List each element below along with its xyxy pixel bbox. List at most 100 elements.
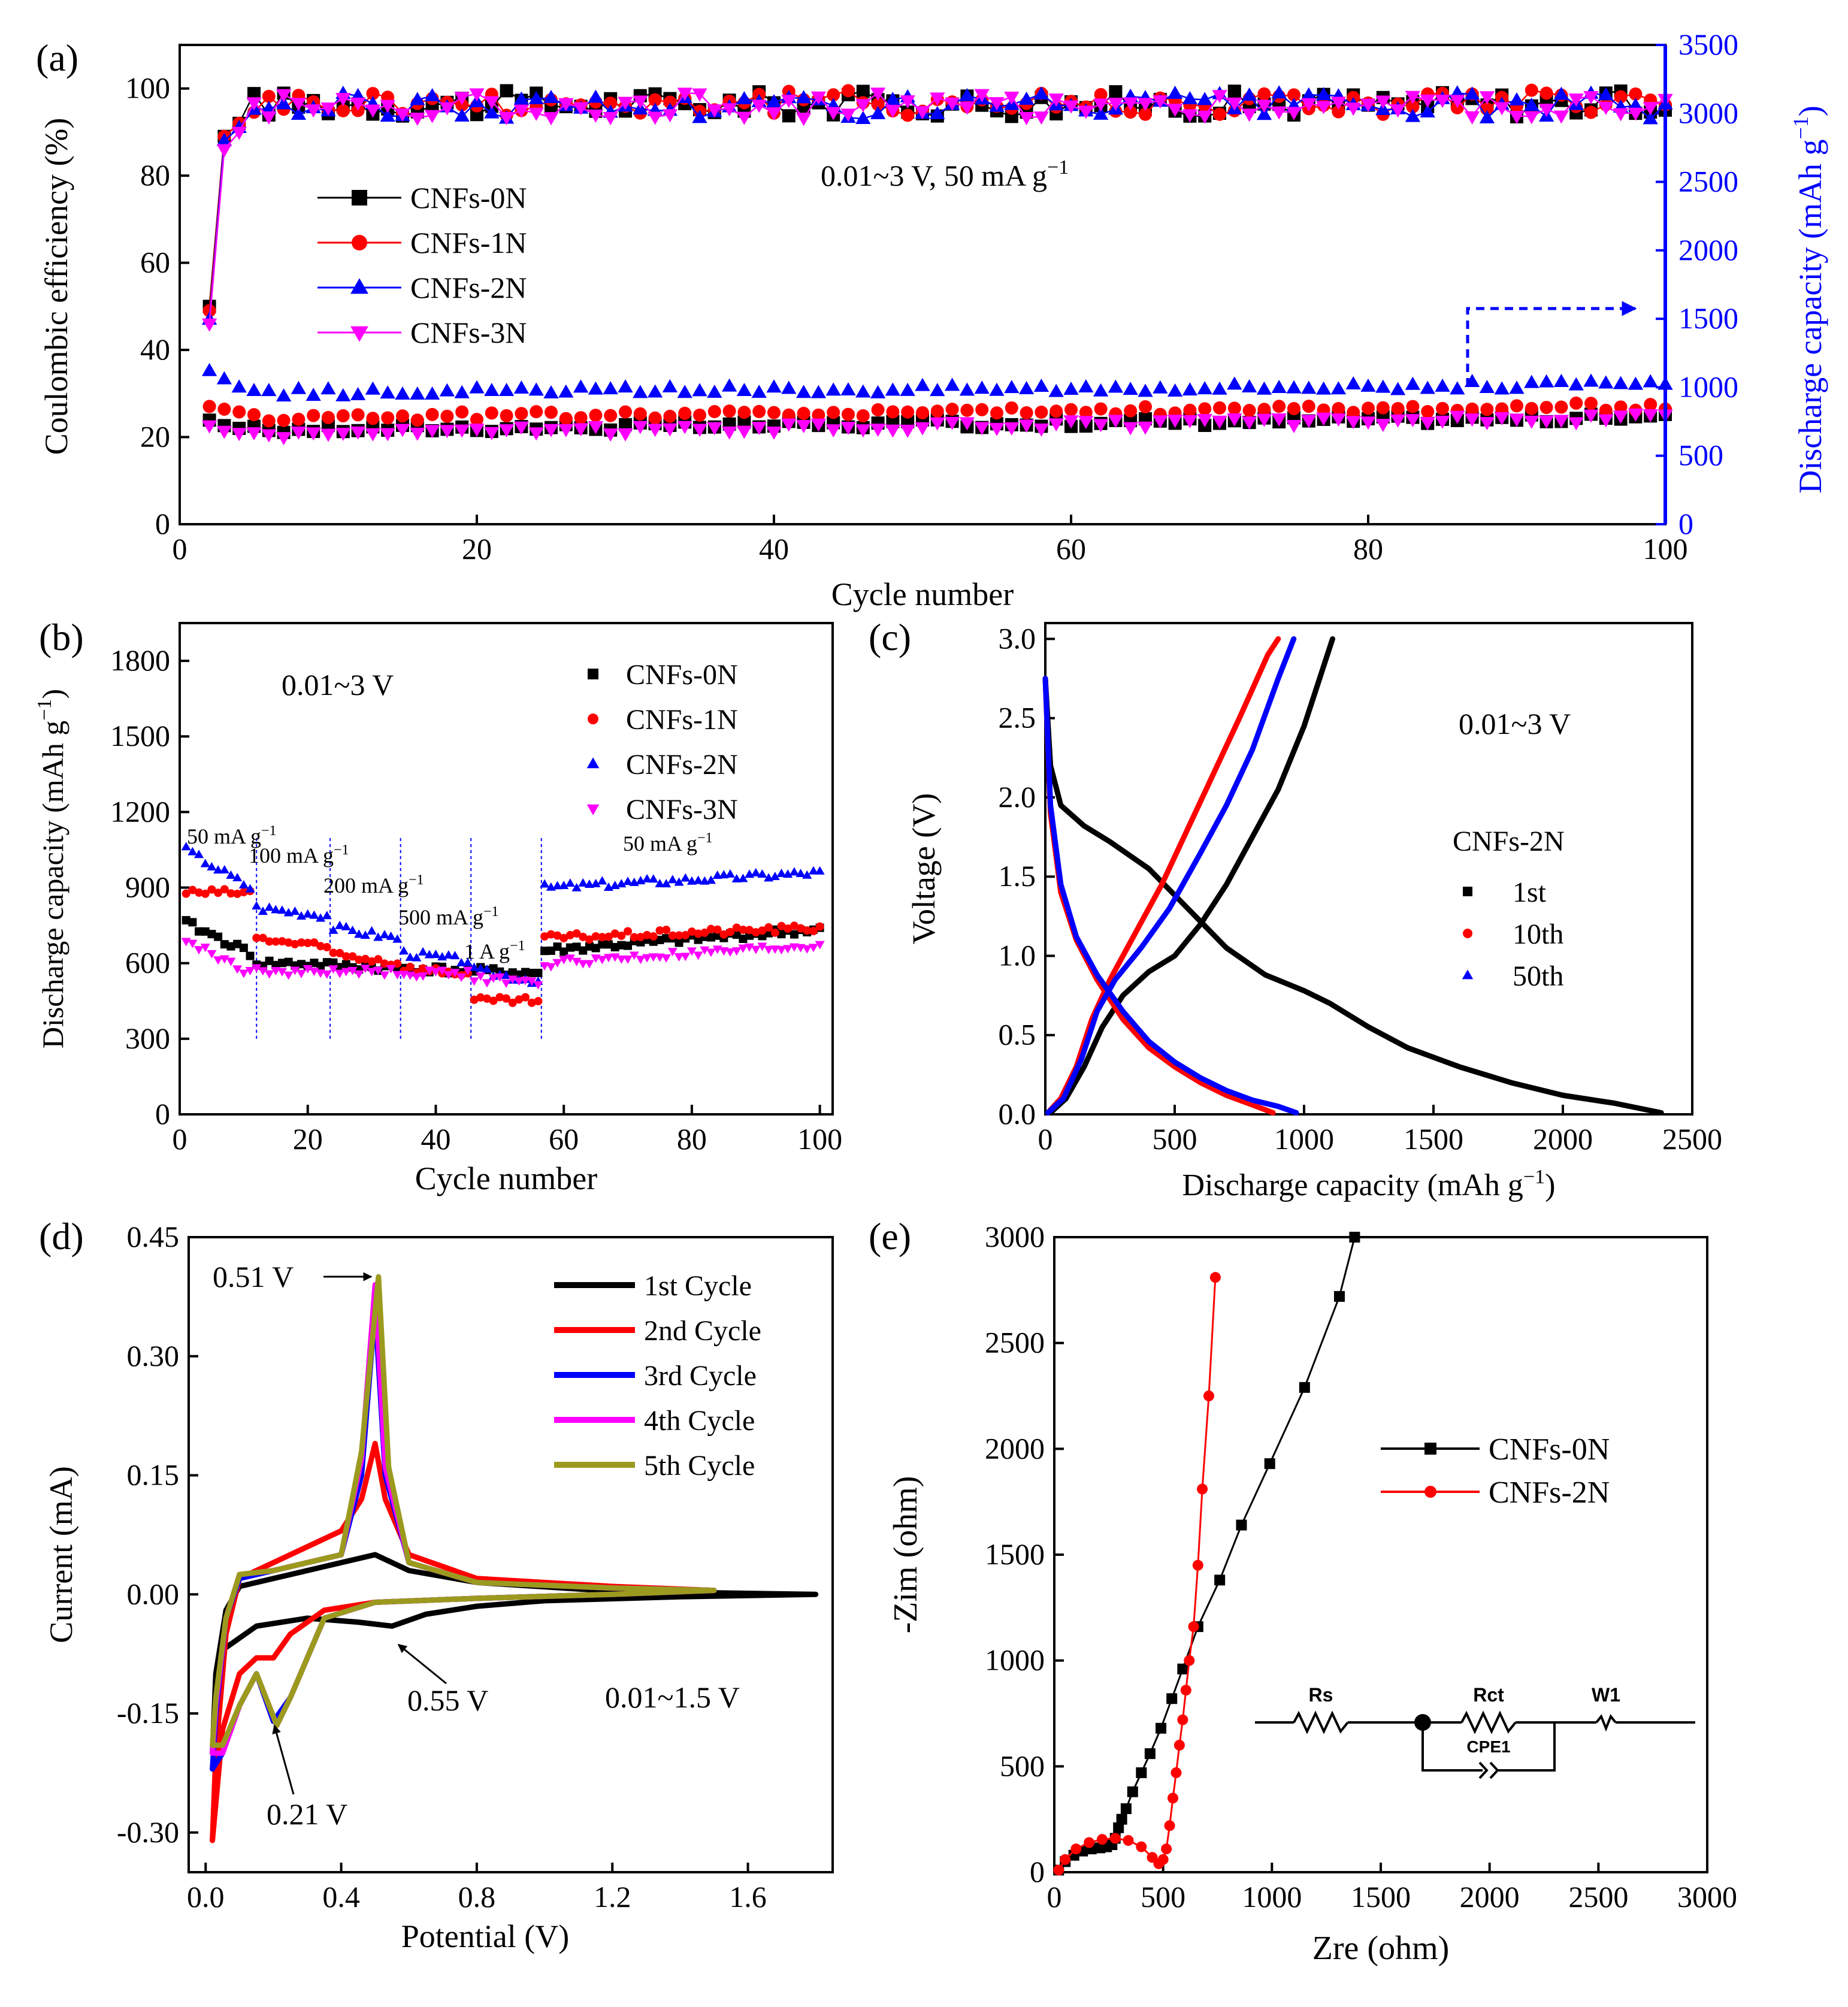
panel-d-cv-curve-5th-Cycle: [210, 1274, 717, 1748]
panel-b-data-point: [226, 942, 235, 951]
panel-a-ce-point: [1406, 100, 1420, 114]
panel-b-data-point: [495, 993, 504, 1002]
panel-e-label: (e): [869, 1215, 911, 1258]
panel-b-data-point: [815, 941, 825, 950]
panel-b-data-point: [559, 956, 569, 965]
panel-b-data-point: [770, 872, 780, 881]
panel-b-data-point: [719, 930, 728, 939]
panel-a-ce-point: [276, 89, 292, 102]
panel-a-legend-label: CNFs-1N: [410, 226, 527, 259]
panel-e-data-point: [1177, 1663, 1188, 1674]
panel-a-ce-point: [558, 98, 574, 111]
panel-e-series-line: [1058, 1237, 1356, 1871]
circuit-cpe-element-b: [1489, 1761, 1499, 1779]
panel-a-capacity-point: [1583, 373, 1599, 387]
panel-c-legend-label: 50th: [1513, 960, 1563, 992]
panel-a-capacity-point: [1524, 415, 1540, 429]
panel-a-capacity-point: [1375, 419, 1391, 433]
panel-a-ce-point: [573, 102, 589, 116]
panel-b-data-point: [424, 950, 434, 959]
panel-a-ce-point: [1628, 107, 1644, 121]
panel-a-capacity-point: [1020, 406, 1033, 420]
panel-b-data-point: [213, 956, 223, 965]
panel-b-data-point: [598, 940, 607, 949]
panel-a-ce-point: [1509, 110, 1525, 124]
panel-b-data-point: [367, 957, 376, 966]
panel-a-capacity-point: [216, 371, 232, 385]
panel-b-data-point: [661, 879, 672, 888]
panel-a-ce-point: [1405, 108, 1421, 122]
panel-a-capacity-point: [1332, 402, 1345, 416]
panel-c-x-axis-label: Discharge capacity (mAh g−1): [1182, 1166, 1556, 1202]
panel-d-ticks: 0.0 0.4 0.8 1.2 1.6 -0.30 -0.15 0.00 0.15 0.30 0.4…: [117, 1220, 767, 1914]
panel-e-data-point: [1164, 1820, 1175, 1831]
panel-b-data-point: [347, 966, 358, 975]
panel-a-capacity-point: [276, 432, 292, 446]
panel-a-capacity-point: [825, 382, 841, 396]
panel-a-capacity-point: [322, 410, 335, 424]
panel-a-ce-point: [500, 84, 513, 98]
panel-b-data-point: [187, 847, 198, 856]
panel-a-capacity-point: [513, 380, 530, 394]
c-xlabel-sup: −1: [1523, 1166, 1545, 1188]
panel-b-data-point: [655, 926, 664, 935]
panel-b-data-point: [667, 948, 678, 957]
panel-b-data-point: [655, 879, 665, 888]
panel-b-data-point: [598, 933, 607, 942]
panel-a-capacity-point: [1212, 415, 1227, 429]
panel-b-data-point: [354, 929, 364, 938]
panel-b-data-point: [713, 925, 722, 934]
panel-d-legend-label: 2nd Cycle: [644, 1315, 761, 1347]
panel-a-ce-point: [1420, 94, 1435, 108]
panel-e-ytick-label: 2500: [985, 1326, 1045, 1359]
panel-b-data-point: [610, 942, 619, 951]
panel-b-data-point: [476, 972, 486, 981]
panel-b-data-point: [284, 938, 293, 947]
panel-b-data-point: [751, 945, 761, 954]
panel-a-capacity-point: [292, 412, 306, 426]
panel-e-data-point: [1113, 1822, 1124, 1833]
panel-b-data-point: [238, 879, 249, 888]
panel-b-data-point: [373, 932, 383, 941]
panel-e-ytick-label: 1500: [985, 1537, 1045, 1571]
panel-a-capacity-point: [424, 425, 440, 439]
panel-a-capacity-point: [916, 406, 929, 419]
panel-a-capacity-point: [722, 404, 736, 418]
panel-a-capacity-point: [1643, 409, 1658, 423]
panel-b-data-point: [316, 913, 326, 922]
panel-e-data-point: [1209, 1272, 1221, 1283]
panel-a-ce-point: [827, 88, 840, 102]
panel-a-ce-point: [1167, 86, 1183, 99]
panel-d-label: (d): [39, 1215, 84, 1258]
panel-b-data-point: [201, 889, 210, 898]
panel-a-capacity-point: [1598, 375, 1614, 389]
panel-a-ce-point: [1643, 111, 1658, 125]
panel-c-ytick-label: 1.0: [999, 938, 1036, 972]
panel-a-ce-point: [648, 93, 662, 107]
panel-b-data-point: [348, 952, 357, 961]
panel-a-capacity-point: [707, 405, 721, 419]
panel-a-ce-point: [424, 110, 440, 123]
panel-b-data-point: [207, 950, 217, 959]
panel-a-capacity-point: [395, 424, 410, 437]
panel-b-data-point: [681, 930, 690, 939]
panel-a-capacity-point: [1405, 414, 1421, 428]
panel-a-capacity-point: [604, 409, 618, 422]
panel-b-data-point: [360, 965, 370, 974]
panel-b-data-point: [693, 951, 703, 960]
panel-b-data-point: [226, 889, 235, 898]
panel-e-ytick-label: 2000: [985, 1431, 1045, 1465]
panel-a-ce-point: [1018, 91, 1035, 105]
panel-a-capacity-point: [380, 428, 395, 442]
panel-e-data-point: [1144, 1748, 1156, 1760]
panel-a-ce-point: [1614, 90, 1628, 104]
panel-a-ce-point: [410, 112, 425, 126]
panel-b-data-point: [758, 926, 767, 935]
panel-e-data-point: [1096, 1834, 1108, 1845]
panel-a-ce-point: [856, 84, 870, 98]
peak-label-0.51V: 0.51 V: [213, 1260, 294, 1293]
panel-b-data-point: [591, 944, 600, 953]
panel-a-capacity-point: [707, 422, 722, 436]
panel-a-capacity-point: [1479, 417, 1495, 431]
panel-b-data-point: [514, 977, 524, 986]
